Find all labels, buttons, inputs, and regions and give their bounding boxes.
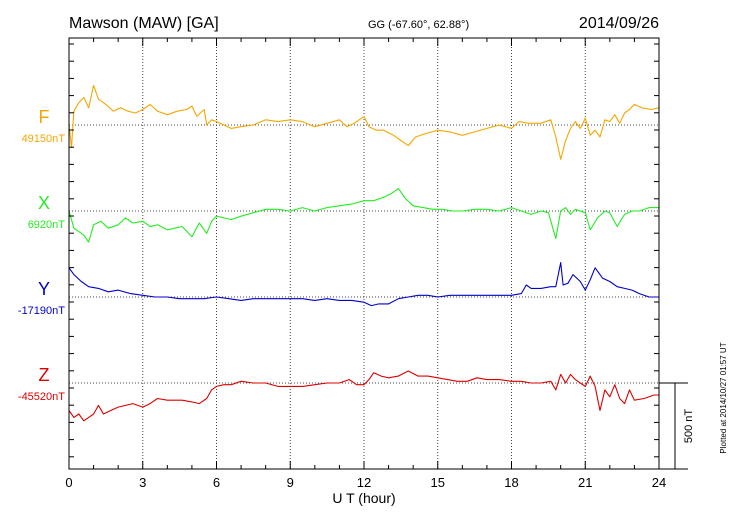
x-tick-label: 18 xyxy=(504,475,518,490)
axis-ticks xyxy=(68,38,660,469)
station-coordinates: GG (-67.60°, 62.88°) xyxy=(368,19,469,31)
plotted-timestamp: Plotted at 2014/10/27 01:57 UT xyxy=(719,342,728,453)
series-line-z xyxy=(68,370,659,422)
series-layer xyxy=(68,84,660,422)
series-baseline-z: -45520nT xyxy=(18,391,65,403)
date-label: 2014/09/26 xyxy=(579,15,659,32)
x-tick-label: 24 xyxy=(652,475,666,490)
series-line-f xyxy=(68,84,660,160)
series-baseline-y: -17190nT xyxy=(18,305,65,317)
x-tick-label: 15 xyxy=(431,475,445,490)
series-line-x xyxy=(68,188,659,243)
series-baseline-f: 49150nT xyxy=(22,133,66,145)
x-tick-label: 9 xyxy=(287,475,294,490)
x-tick-label: 21 xyxy=(578,475,592,490)
station-title: Mawson (MAW) [GA] xyxy=(69,15,219,32)
series-name-z: Z xyxy=(39,365,50,385)
x-tick-label: 0 xyxy=(65,475,72,490)
series-line-y xyxy=(68,262,659,307)
series-baseline-x: 6920nT xyxy=(28,219,66,231)
x-tick-label: 12 xyxy=(357,475,371,490)
series-labels: F 49150nT X 6920nT Y -17190nT Z -45520nT xyxy=(18,107,65,403)
series-name-y: Y xyxy=(38,279,50,299)
x-tick-label: 3 xyxy=(139,475,146,490)
x-axis-title: U T (hour) xyxy=(332,490,395,506)
series-name-x: X xyxy=(38,193,50,213)
scale-bar-label: 500 nT xyxy=(683,409,695,444)
scale-bar: 500 nT xyxy=(659,382,695,470)
grid-lines xyxy=(69,38,659,469)
x-tick-labels: 0 3 6 9 12 15 18 21 24 xyxy=(65,475,666,490)
series-name-f: F xyxy=(39,107,50,127)
x-tick-label: 6 xyxy=(213,475,220,490)
